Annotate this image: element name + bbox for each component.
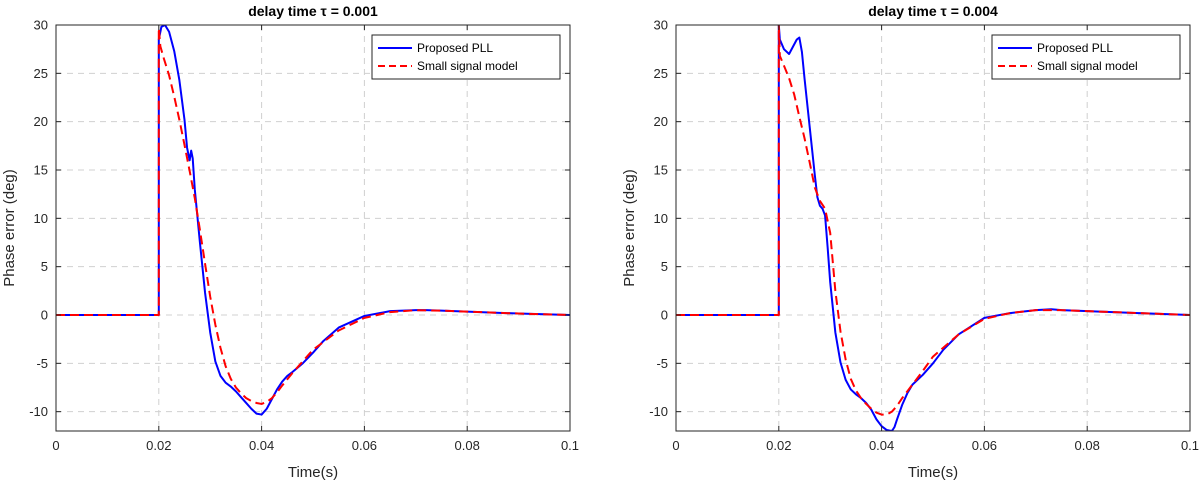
series-group <box>56 25 570 416</box>
y-tick-label: 0 <box>661 308 668 323</box>
y-tick-label: 20 <box>34 114 48 129</box>
legend-label-small-signal-model: Small signal model <box>417 59 518 73</box>
x-tick-label: 0.1 <box>1181 438 1199 453</box>
y-tick-label: 10 <box>34 211 48 226</box>
x-axis-title: Time(s) <box>908 464 958 481</box>
y-tick-label: 0 <box>41 308 48 323</box>
x-tick-label: 0.1 <box>561 438 579 453</box>
x-tick-label: 0 <box>672 438 679 453</box>
proposed-pll-line <box>676 25 1190 431</box>
y-tick-label: 5 <box>661 259 668 274</box>
plot-area <box>56 25 570 431</box>
y-tick-label: -5 <box>656 356 668 371</box>
y-tick-label: 5 <box>41 259 48 274</box>
y-axis-title: Phase error (deg) <box>621 169 638 287</box>
y-tick-label: -10 <box>29 404 48 419</box>
axes-box <box>55 24 571 432</box>
y-tick-label: -10 <box>649 404 668 419</box>
plot-area <box>676 25 1190 431</box>
y-tick-label: 30 <box>654 18 668 33</box>
y-tick-label: 30 <box>34 18 48 33</box>
series-group <box>676 25 1190 431</box>
y-axis-title: Phase error (deg) <box>1 169 18 287</box>
x-tick-label: 0.02 <box>766 438 791 453</box>
legend-box <box>991 34 1181 80</box>
small-signal-model-line <box>56 26 570 405</box>
left-plot-panel: 0 0.02 0.04 0.06 0.08 0.1 -10 -5 0 5 10 15 20 25 30 del… <box>1 3 579 481</box>
proposed-pll-line <box>56 25 570 416</box>
x-axis-title: Time(s) <box>288 464 338 481</box>
x-tick-label: 0.08 <box>455 438 480 453</box>
small-signal-model-line <box>676 25 1190 416</box>
legend: Proposed PLL Small signal model <box>371 34 561 80</box>
right-plot-panel: 0 0.02 0.04 0.06 0.08 0.1 -10 -5 0 5 10 15 20 25 30 del… <box>621 3 1199 481</box>
y-tick-label: 20 <box>654 114 668 129</box>
y-tick-label: 25 <box>654 66 668 81</box>
legend-box <box>371 34 561 80</box>
legend-label-proposed-pll: Proposed PLL <box>417 41 493 55</box>
axes-box <box>675 24 1191 432</box>
y-tick-label: 25 <box>34 66 48 81</box>
x-tick-label: 0 <box>52 438 59 453</box>
y-tick-label: 15 <box>654 163 668 178</box>
legend-label-proposed-pll: Proposed PLL <box>1037 41 1113 55</box>
legend-label-small-signal-model: Small signal model <box>1037 59 1138 73</box>
y-tick-label: -5 <box>36 356 48 371</box>
y-tick-label: 10 <box>654 211 668 226</box>
x-tick-label: 0.04 <box>249 438 274 453</box>
y-tick-label: 15 <box>34 163 48 178</box>
x-tick-label: 0.04 <box>869 438 894 453</box>
x-tick-label: 0.06 <box>352 438 377 453</box>
x-tick-label: 0.08 <box>1075 438 1100 453</box>
x-tick-label: 0.06 <box>972 438 997 453</box>
chart-title: delay time τ = 0.001 <box>248 3 378 19</box>
x-tick-label: 0.02 <box>146 438 171 453</box>
chart-title: delay time τ = 0.004 <box>868 3 998 19</box>
legend: Proposed PLL Small signal model <box>991 34 1181 80</box>
